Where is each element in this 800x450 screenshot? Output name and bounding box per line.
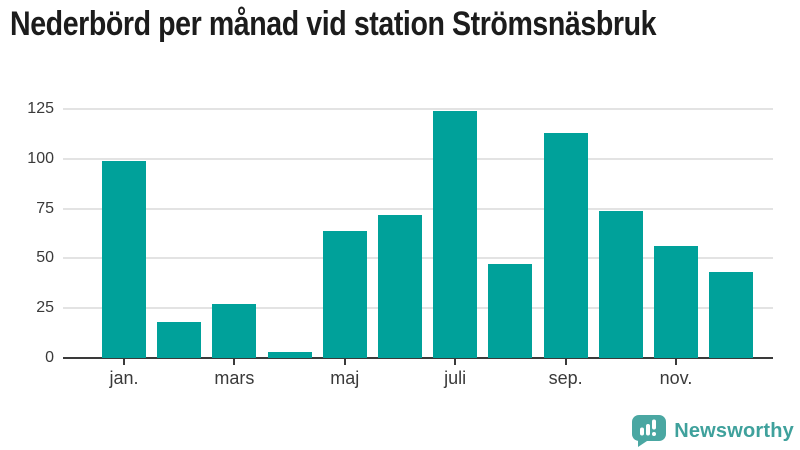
x-tick-mark-mars (233, 359, 236, 365)
bar-aug. (488, 264, 533, 358)
gridline-100 (63, 157, 773, 160)
bar-mars (212, 304, 257, 358)
y-tick-label-50: 50 (36, 249, 54, 267)
bar-maj (322, 230, 367, 358)
y-tick-label-75: 75 (36, 199, 54, 217)
gridline-125 (63, 108, 773, 110)
x-tick-mark-juli (454, 359, 457, 365)
newsworthy-logo: Newsworthy (632, 415, 794, 447)
y-tick-label-100: 100 (27, 149, 54, 167)
x-tick-mark-jan. (123, 359, 125, 365)
y-tick-label-25: 25 (36, 299, 54, 317)
gridline-75 (63, 207, 773, 210)
bar-feb. (157, 322, 202, 358)
x-tick-label-juli: juli (444, 368, 467, 388)
x-tick-label-nov.: nov. (659, 368, 693, 388)
x-tick-mark-nov. (675, 359, 677, 365)
bar-apr. (267, 352, 312, 358)
newsworthy-logo-icon (632, 415, 667, 447)
x-tick-mark-maj (343, 359, 346, 365)
newsworthy-logo-text: Newsworthy (674, 419, 794, 442)
bar-juni (378, 214, 422, 358)
y-axis-labels: 0 25 50 75 100 125 (0, 80, 54, 366)
plot-area: jan. mars maj juli sep. nov. (63, 80, 773, 388)
bar-sep. (543, 132, 588, 358)
bar-okt. (598, 210, 643, 358)
y-tick-label-125: 125 (27, 100, 54, 117)
bar-nov. (654, 246, 698, 358)
y-tick-label-0: 0 (45, 349, 54, 366)
x-tick-label-jan.: jan. (109, 368, 139, 388)
bar-dec. (709, 272, 754, 358)
bar-juli (433, 110, 478, 358)
x-tick-mark-sep. (564, 359, 567, 365)
x-tick-label-sep.: sep. (548, 368, 583, 388)
x-tick-label-maj: maj (330, 368, 360, 388)
bar-jan. (102, 160, 146, 358)
x-tick-label-mars: mars (214, 368, 255, 388)
chart-title: Nederbörd per månad vid station Strömsnä… (10, 5, 657, 43)
